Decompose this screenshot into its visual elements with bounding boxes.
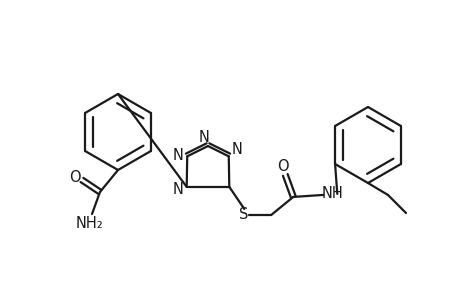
Text: NH: NH <box>321 186 342 201</box>
Text: N: N <box>231 142 242 157</box>
Text: N: N <box>198 130 209 145</box>
Text: N: N <box>172 182 183 197</box>
Text: O: O <box>277 159 289 174</box>
Text: NH₂: NH₂ <box>76 215 104 230</box>
Text: N: N <box>173 148 183 163</box>
Text: O: O <box>69 170 81 185</box>
Text: S: S <box>238 207 247 222</box>
